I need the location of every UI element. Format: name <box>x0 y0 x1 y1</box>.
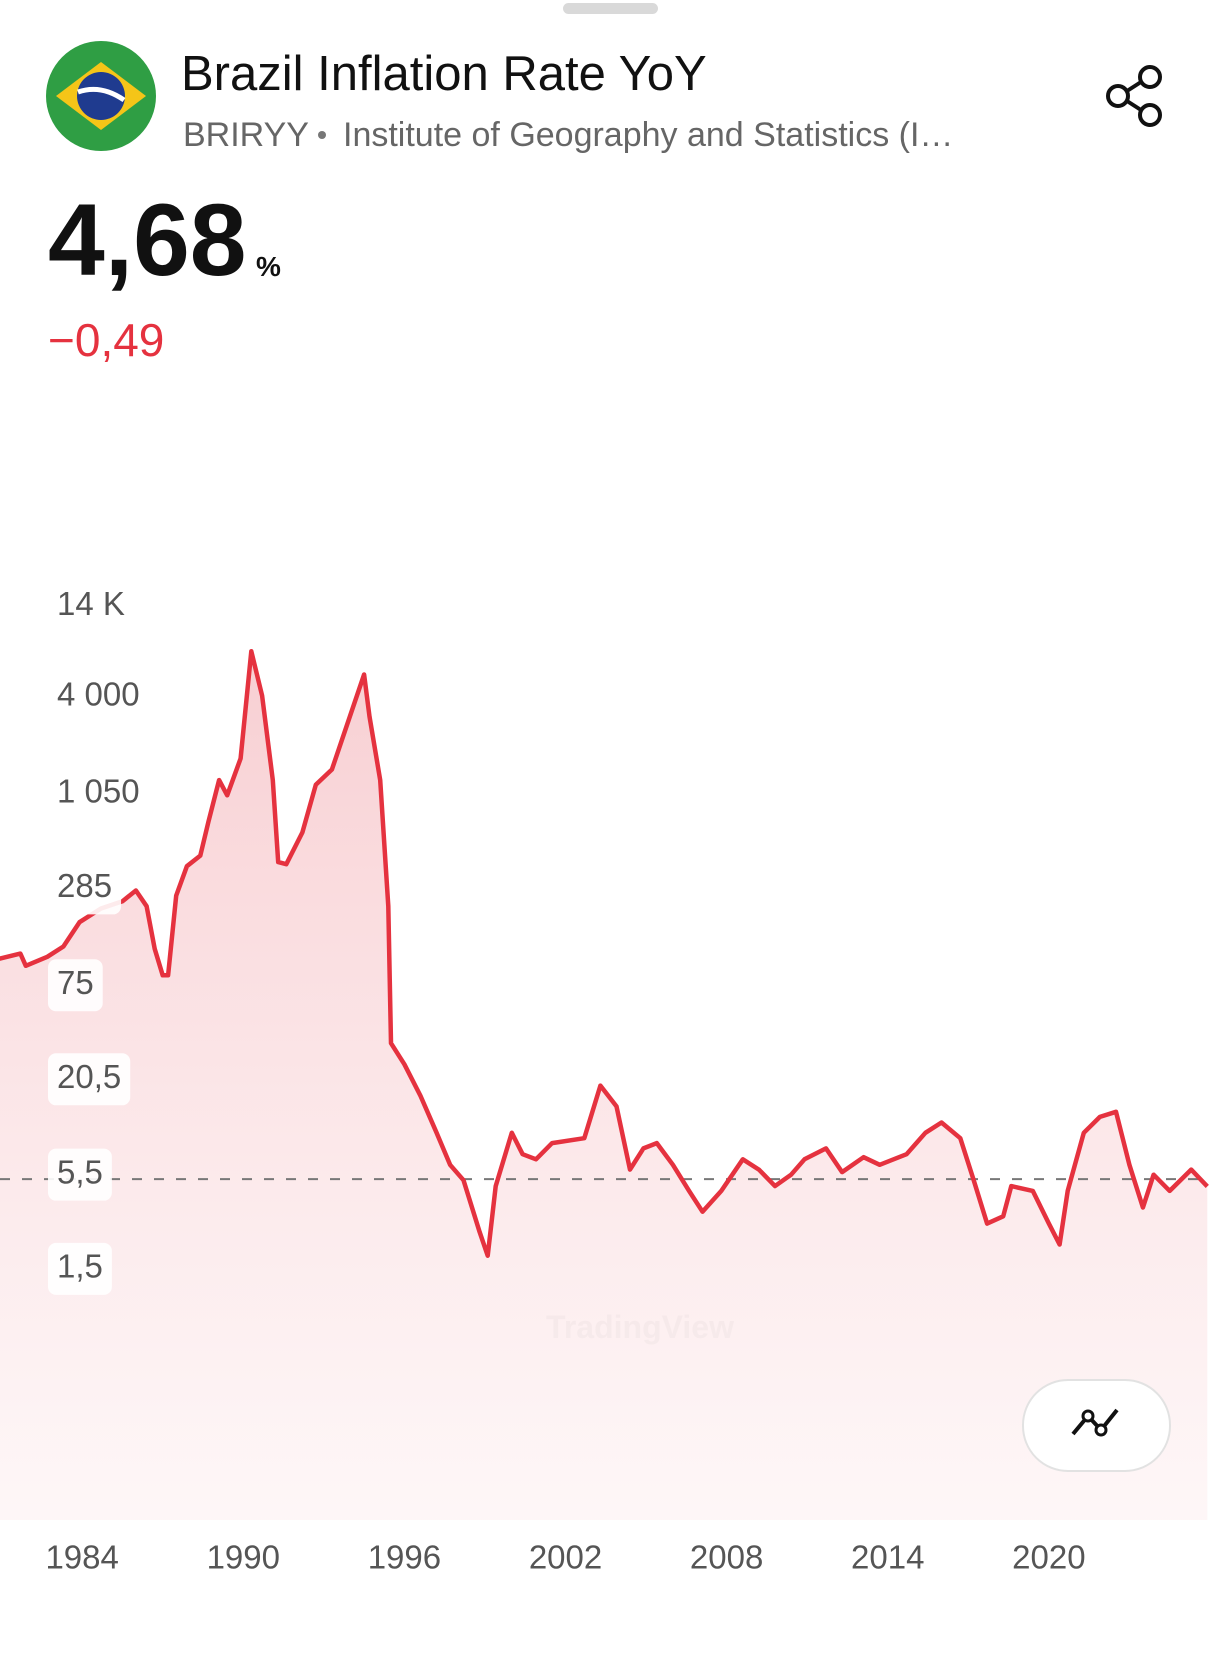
x-tick-label: 1990 <box>207 1539 280 1576</box>
source: Institute of Geography and Statistics (I… <box>343 116 953 154</box>
x-tick-label: 2020 <box>1012 1539 1085 1576</box>
y-tick-label: 4 000 <box>57 676 140 713</box>
x-tick-label: 2002 <box>529 1539 602 1576</box>
y-tick-label-bg <box>48 1148 112 1201</box>
ticker: BRIRYY <box>183 116 309 154</box>
y-tick-label-bg <box>48 767 149 820</box>
price-line <box>0 649 1209 1258</box>
area-fill <box>0 651 1208 1520</box>
y-tick-label: 14 K <box>57 585 125 622</box>
y-tick-label-bg <box>48 959 103 1012</box>
y-tick-label: 285 <box>57 867 112 904</box>
x-tick-label: 1996 <box>368 1539 441 1576</box>
y-tick-label-bg <box>48 862 122 915</box>
chart-style-button[interactable] <box>1022 1379 1171 1472</box>
value-unit: % <box>256 251 281 282</box>
y-tick-label: 1,5 <box>57 1248 103 1285</box>
separator <box>318 131 326 139</box>
x-tick-label: 1984 <box>45 1539 118 1576</box>
y-tick-label: 20,5 <box>57 1058 121 1095</box>
change: −0,49 <box>48 314 164 366</box>
y-tick-label-bg <box>48 1053 131 1106</box>
y-tick-label-bg <box>48 580 134 633</box>
x-tick-label: 2014 <box>851 1539 924 1576</box>
flag-icon <box>46 41 156 151</box>
y-tick-label-bg <box>48 670 149 723</box>
current-value: 4,68 <box>48 183 247 297</box>
y-tick-label: 75 <box>57 964 94 1001</box>
title: Brazil Inflation Rate YoY <box>181 47 707 101</box>
x-tick-label: 2008 <box>690 1539 763 1576</box>
y-tick-label-bg <box>48 1242 112 1295</box>
y-tick-label: 5,5 <box>57 1153 103 1190</box>
y-tick-label: 1 050 <box>57 773 140 810</box>
drag-handle[interactable] <box>563 3 658 14</box>
share-button[interactable] <box>1106 65 1162 127</box>
